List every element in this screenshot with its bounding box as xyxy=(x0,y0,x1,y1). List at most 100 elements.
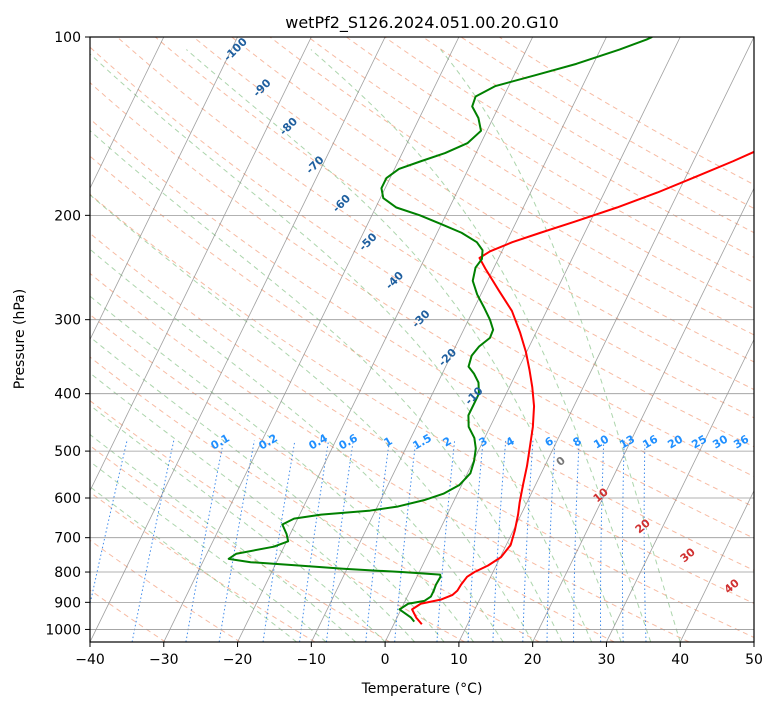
mixing-ratio-line xyxy=(365,440,390,642)
x-tick-label: −20 xyxy=(223,652,253,668)
mixing-ratio-line xyxy=(262,440,296,642)
dry-adiabat-label: -30 xyxy=(409,307,432,330)
moist-adiabat-label: 0 xyxy=(554,454,568,469)
y-tick-label: 300 xyxy=(54,313,81,329)
dry-adiabat xyxy=(422,37,754,234)
moist-adiabat xyxy=(90,486,297,642)
moist-adiabat xyxy=(90,404,386,642)
moist-adiabat xyxy=(90,194,534,642)
mixing-ratio-label: 0.6 xyxy=(337,431,361,452)
isotherm xyxy=(90,37,238,341)
moist-adiabat xyxy=(440,49,681,642)
mixing-ratio-label: 30 xyxy=(710,432,730,451)
isotherm xyxy=(606,338,754,642)
dry-adiabat-label: -20 xyxy=(436,346,459,369)
x-tick-label: 40 xyxy=(671,652,689,668)
moist-adiabat xyxy=(90,372,415,642)
mixing-ratio-label: 8 xyxy=(571,434,584,449)
mixing-ratio-line xyxy=(185,440,225,642)
mixing-ratio-label: 25 xyxy=(689,433,709,452)
isotherm xyxy=(90,37,386,642)
dry-adiabat xyxy=(90,539,241,642)
moist-adiabat xyxy=(90,433,356,642)
dry-adiabat xyxy=(193,37,754,391)
dry-adiabat xyxy=(346,37,754,284)
x-tick-label: 20 xyxy=(524,652,542,668)
dry-adiabat-label: -70 xyxy=(303,153,326,176)
mixing-ratio-line xyxy=(436,440,456,642)
chart-title: wetPf2_S126.2024.051.00.20.G10 xyxy=(285,13,559,33)
mixing-ratio-label: 0.4 xyxy=(307,431,331,452)
dry-adiabat xyxy=(90,314,615,642)
y-tick-label: 800 xyxy=(54,565,81,581)
dry-adiabat-label: -90 xyxy=(250,76,273,99)
x-tick-label: −10 xyxy=(297,652,327,668)
dry-adiabat xyxy=(116,37,754,448)
mixing-ratio-line xyxy=(467,440,484,642)
dry-adiabat xyxy=(155,37,754,419)
dry-adiabat-label: -80 xyxy=(277,115,300,138)
dry-adiabat xyxy=(460,37,754,209)
mixing-ratio-label: 36 xyxy=(731,432,751,451)
mixing-ratio-line xyxy=(600,440,605,642)
mixing-ratio-line xyxy=(299,440,330,642)
isotherm xyxy=(163,37,460,642)
mixing-ratio-label: 1.5 xyxy=(411,431,434,452)
y-tick-label: 1000 xyxy=(45,622,81,638)
isotherm xyxy=(532,187,754,642)
y-tick-label: 900 xyxy=(54,595,81,611)
moist-adiabat xyxy=(90,248,504,642)
series-layer xyxy=(227,37,754,625)
moist-adiabat xyxy=(90,460,327,642)
mixing-ratio-line xyxy=(218,440,255,642)
y-tick-label: 700 xyxy=(54,531,81,547)
x-axis-label: Temperature (°C) xyxy=(361,681,483,697)
isotherm xyxy=(310,37,607,642)
moist-adiabat xyxy=(90,336,445,642)
moist-adiabat xyxy=(310,49,652,642)
mixing-ratio-label: 1 xyxy=(382,434,395,449)
moist-adiabat-label: 40 xyxy=(722,576,742,596)
x-tick-label: 30 xyxy=(598,652,616,668)
isotherm xyxy=(753,641,754,642)
y-axis-label: Pressure (hPa) xyxy=(12,289,28,389)
isotherm xyxy=(679,489,754,642)
mixing-ratio-line xyxy=(643,440,647,642)
dry-adiabat xyxy=(498,37,754,186)
grid-layer xyxy=(90,37,754,642)
tick-layer: −40 −30 −20 −10 0 10 20 30 40 5010020030040050060… xyxy=(45,30,763,668)
y-tick-label: 400 xyxy=(54,387,81,403)
dry-adiabat xyxy=(90,155,754,571)
dry-adiabat-label: -60 xyxy=(330,192,353,215)
x-tick-label: 0 xyxy=(381,652,390,668)
isotherm xyxy=(90,37,312,492)
mixing-ratio-line xyxy=(131,440,175,642)
dewpoint-profile-line xyxy=(227,37,653,623)
moist-adiabat xyxy=(90,53,593,642)
isotherm xyxy=(458,37,754,642)
x-tick-label: 50 xyxy=(745,652,763,668)
temperature-profile-line xyxy=(411,150,754,625)
y-tick-label: 200 xyxy=(54,208,81,224)
mixing-ratio-label: 3 xyxy=(477,434,490,449)
moist-adiabat xyxy=(90,129,563,642)
mixing-ratio-label: 20 xyxy=(665,432,685,451)
dry-adiabat xyxy=(90,272,690,642)
dry-adiabat xyxy=(90,400,465,642)
x-tick-label: 10 xyxy=(450,652,468,668)
mixing-ratio-label: 13 xyxy=(617,433,637,452)
y-tick-label: 600 xyxy=(54,491,81,507)
y-tick-label: 100 xyxy=(54,30,81,46)
mixing-ratio-label: 4 xyxy=(504,434,517,449)
plot-frame xyxy=(89,36,755,643)
mixing-ratio-line xyxy=(546,440,556,642)
mixing-ratio-label: 10 xyxy=(591,432,611,451)
mixing-ratio-line xyxy=(492,440,507,642)
mixing-ratio-line xyxy=(325,440,354,642)
dry-adiabat xyxy=(90,491,316,642)
y-tick-label: 500 xyxy=(54,444,81,460)
plot-area: -100-90-80-70-60-50-40-30-20-100.1 0.2 0.4… xyxy=(90,37,754,642)
moist-adiabat xyxy=(186,49,622,642)
dry-adiabat xyxy=(90,232,754,638)
mixing-ratio-line xyxy=(573,440,580,642)
